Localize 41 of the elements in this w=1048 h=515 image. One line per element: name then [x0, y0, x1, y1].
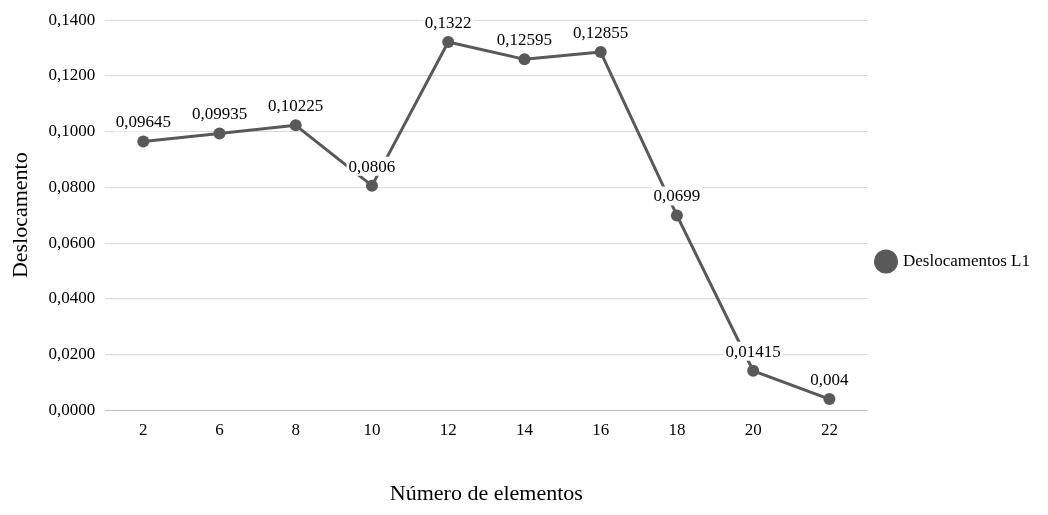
- data-label: 0,12595: [496, 30, 553, 50]
- x-tick-label: 10: [363, 419, 381, 439]
- y-tick-label: 0,1400: [48, 9, 96, 29]
- point: [747, 364, 760, 377]
- point: [137, 135, 150, 148]
- y-tick-label: 0,0400: [48, 288, 96, 308]
- data-label: 0,004: [810, 370, 850, 390]
- x-tick-label: 18: [668, 419, 686, 439]
- x-tick-label: 12: [439, 419, 457, 439]
- data-label: 0,10225: [268, 96, 324, 116]
- y-tick-label: 0,0800: [48, 176, 96, 196]
- data-label: 0,1322: [424, 12, 472, 32]
- x-tick-label: 22: [820, 419, 838, 439]
- data-label: 0,09935: [191, 104, 248, 124]
- x-tick-label: 8: [291, 419, 300, 439]
- y-tick-label: 0,0000: [48, 399, 96, 419]
- x-axis-title: Número de elementos: [389, 479, 583, 505]
- data-label: 0,01415: [725, 341, 781, 361]
- point: [594, 46, 607, 59]
- data-label: 0,12855: [573, 23, 629, 43]
- point: [518, 53, 531, 66]
- point: [365, 179, 378, 192]
- y-tick-label: 0,1200: [48, 65, 96, 85]
- y-tick-label: 0,0600: [48, 232, 96, 252]
- data-label: 0,0699: [653, 186, 701, 206]
- point: [442, 35, 455, 48]
- legend-label: Deslocamentos L1: [903, 250, 1031, 270]
- x-tick-label: 20: [744, 419, 762, 439]
- point: [823, 393, 836, 406]
- point: [670, 209, 683, 222]
- y-tick-label: 0,1000: [48, 121, 96, 141]
- x-tick-label: 2: [139, 419, 148, 439]
- x-tick-label: 14: [515, 419, 534, 439]
- point: [213, 127, 226, 140]
- data-label: 0,0806: [348, 156, 396, 176]
- x-tick-label: 6: [215, 419, 224, 439]
- point: [289, 119, 302, 132]
- y-axis-title: Deslocamento: [6, 152, 32, 279]
- x-tick-label: 16: [592, 419, 610, 439]
- y-tick-label: 0,0200: [48, 343, 96, 363]
- data-label: 0,09645: [115, 112, 171, 132]
